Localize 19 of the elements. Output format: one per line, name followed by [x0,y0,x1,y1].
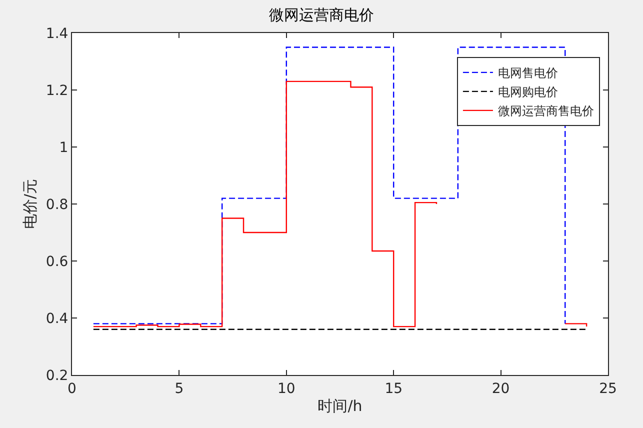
y-tick-label: 0.6 [46,254,68,270]
y-tick-label: 0.2 [46,368,68,384]
x-tick-label: 15 [384,380,403,397]
legend-label: 电网购电价 [498,85,558,100]
x-tick-label: 0 [68,380,76,397]
x-tick-label: 20 [492,380,510,397]
y-axis-title: 电价/元 [21,178,40,230]
y-tick-label: 1 [59,140,68,156]
x-tick-label: 10 [277,380,296,397]
y-tick-label: 1.4 [46,26,68,42]
x-tick-label: 25 [599,380,617,397]
legend-label: 电网售电价 [498,66,558,80]
y-tick-label: 0.8 [46,196,68,213]
chart-title: 微网运营商电价 [269,6,374,24]
legend-label: 微网运营商售电价 [498,104,594,118]
y-tick-label: 0.4 [46,310,68,327]
x-axis-title: 时间/h [318,396,362,415]
y-tick-label: 1.2 [46,82,68,99]
x-tick-label: 5 [174,380,184,397]
